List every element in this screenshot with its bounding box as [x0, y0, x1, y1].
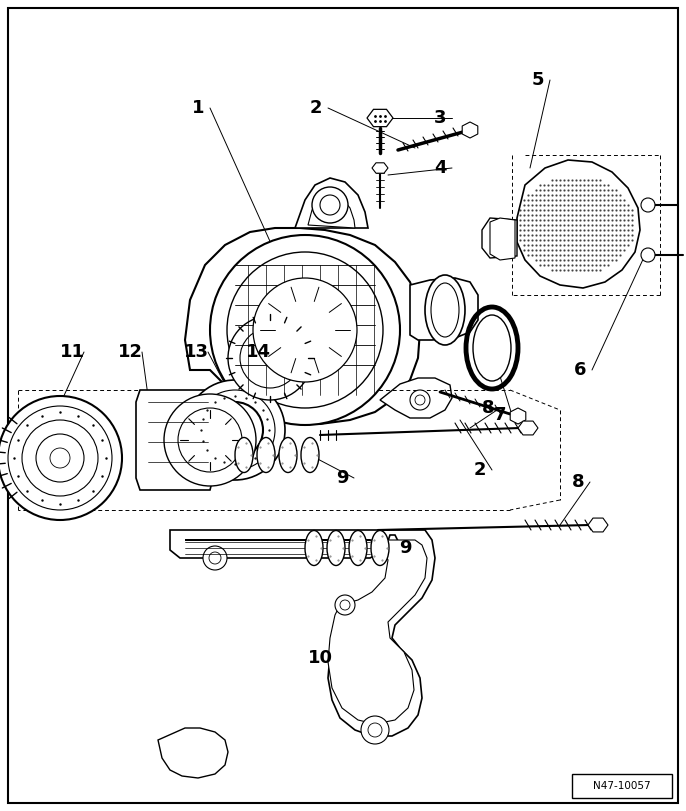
Polygon shape	[518, 421, 538, 435]
Polygon shape	[136, 390, 213, 490]
Circle shape	[178, 408, 242, 472]
Circle shape	[340, 600, 350, 610]
Polygon shape	[158, 728, 228, 778]
Polygon shape	[510, 408, 525, 424]
Polygon shape	[462, 122, 477, 138]
Text: 6: 6	[573, 361, 587, 379]
Ellipse shape	[425, 275, 465, 345]
Polygon shape	[170, 530, 435, 736]
Circle shape	[227, 252, 383, 408]
Text: 12: 12	[117, 343, 143, 361]
Circle shape	[361, 716, 389, 744]
Circle shape	[228, 316, 312, 400]
Circle shape	[203, 546, 227, 570]
Text: N47-10057: N47-10057	[593, 781, 651, 791]
Circle shape	[209, 552, 221, 564]
Text: 8: 8	[482, 399, 495, 417]
Polygon shape	[185, 228, 420, 424]
Ellipse shape	[371, 530, 389, 565]
Polygon shape	[380, 378, 452, 418]
Circle shape	[36, 434, 84, 482]
Polygon shape	[185, 540, 427, 724]
Polygon shape	[410, 278, 478, 340]
Polygon shape	[517, 160, 640, 288]
Ellipse shape	[257, 437, 275, 473]
Ellipse shape	[431, 283, 459, 337]
Circle shape	[240, 328, 300, 388]
Circle shape	[368, 723, 382, 737]
Polygon shape	[482, 218, 517, 258]
Text: 7: 7	[494, 406, 506, 424]
Text: 8: 8	[571, 473, 584, 491]
Ellipse shape	[305, 530, 323, 565]
Text: 1: 1	[192, 99, 204, 117]
Circle shape	[415, 395, 425, 405]
Circle shape	[253, 278, 357, 382]
Circle shape	[50, 448, 70, 468]
Circle shape	[320, 195, 340, 215]
Circle shape	[410, 390, 430, 410]
Polygon shape	[367, 109, 393, 127]
Circle shape	[0, 396, 122, 520]
Circle shape	[312, 187, 348, 223]
Circle shape	[641, 198, 655, 212]
Polygon shape	[295, 178, 368, 228]
Circle shape	[185, 380, 285, 480]
Polygon shape	[372, 163, 388, 174]
Text: 13: 13	[183, 343, 209, 361]
Circle shape	[335, 595, 355, 615]
Circle shape	[164, 394, 256, 486]
Ellipse shape	[235, 437, 253, 473]
Text: 5: 5	[532, 71, 544, 89]
Text: 9: 9	[399, 539, 411, 557]
Ellipse shape	[349, 530, 367, 565]
Ellipse shape	[301, 437, 319, 473]
Circle shape	[207, 402, 263, 458]
Text: 2: 2	[474, 461, 486, 479]
Circle shape	[8, 406, 112, 510]
Ellipse shape	[279, 437, 297, 473]
Ellipse shape	[327, 530, 345, 565]
Circle shape	[22, 420, 98, 496]
Text: 11: 11	[60, 343, 84, 361]
Ellipse shape	[473, 315, 511, 381]
Polygon shape	[490, 218, 515, 260]
Text: 3: 3	[434, 109, 447, 127]
Text: 4: 4	[434, 159, 447, 177]
Bar	[572, 774, 672, 798]
Polygon shape	[588, 518, 608, 532]
Circle shape	[210, 235, 400, 425]
Text: 9: 9	[335, 469, 348, 487]
Circle shape	[217, 412, 253, 448]
Circle shape	[195, 390, 275, 470]
Polygon shape	[308, 194, 355, 228]
Text: 14: 14	[246, 343, 270, 361]
Text: 2: 2	[310, 99, 322, 117]
Text: 10: 10	[307, 649, 333, 667]
Circle shape	[641, 248, 655, 262]
